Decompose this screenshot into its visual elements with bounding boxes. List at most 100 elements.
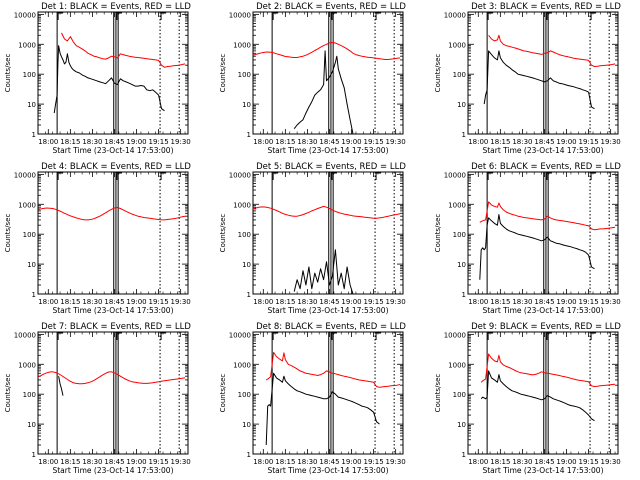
series-line-red (38, 371, 186, 385)
y-tick-label: 1 (247, 131, 251, 139)
panel-title: Det 3: BLACK = Events, RED = LLD (471, 2, 621, 12)
y-tick-label: 10000 (229, 11, 251, 19)
series-line-black (480, 370, 595, 422)
bracket-mark (116, 332, 122, 340)
series-line-red (479, 201, 616, 231)
x-tick-label: 18:00 (468, 138, 488, 146)
bracket-mark (272, 332, 279, 340)
x-tick-label: 19:15 (578, 458, 598, 466)
series-line-black (265, 372, 380, 446)
bracket-mark (590, 332, 597, 340)
y-tick-label: 10 (27, 101, 36, 109)
y-tick-label: 1 (247, 451, 251, 459)
x-tick-label: 18:30 (512, 458, 532, 466)
x-axis-label: Start Time (23-Oct-14 17:53:00) (482, 146, 603, 155)
series-line-red (61, 32, 186, 68)
x-tick-label: 18:00 (468, 458, 488, 466)
bracket-mark (57, 332, 64, 340)
plot-frame (467, 11, 619, 135)
x-tick-label: 18:15 (490, 458, 510, 466)
bracket-mark (590, 172, 597, 180)
y-tick-label: 10 (27, 421, 36, 429)
y-axis-label: Counts/sec (4, 374, 12, 413)
x-tick-label: 18:45 (104, 138, 124, 146)
bracket-mark (160, 332, 167, 340)
panel-det-8: Det 8: BLACK = Events, RED = LLD 1 10 100 10… (219, 322, 406, 475)
y-tick-label: 1000 (448, 361, 466, 369)
x-tick-label: 19:15 (363, 298, 383, 306)
y-tick-label: 1 (32, 291, 36, 299)
x-tick-label: 19:15 (578, 138, 598, 146)
plot-frame (37, 171, 189, 295)
bracket-mark (116, 12, 122, 20)
series-line-red (488, 34, 616, 67)
panel-title: Det 6: BLACK = Events, RED = LLD (471, 162, 621, 172)
x-tick-label: 19:00 (126, 138, 146, 146)
x-axis-label: Start Time (23-Oct-14 17:53:00) (267, 466, 388, 475)
panel-title: Det 8: BLACK = Events, RED = LLD (256, 322, 406, 332)
x-tick-label: 19:15 (148, 298, 168, 306)
y-tick-label: 10000 (444, 171, 466, 179)
x-tick-label: 18:30 (297, 458, 317, 466)
x-tick-label: 18:30 (82, 298, 102, 306)
x-tick-label: 19:30 (601, 138, 621, 146)
series-line-black (58, 376, 64, 396)
x-tick-label: 18:00 (38, 458, 58, 466)
x-tick-label: 18:30 (297, 138, 317, 146)
bracket-mark (546, 172, 552, 180)
panel-det-2: Det 2: BLACK = Events, RED = LLD 1 10 100 10… (219, 2, 406, 155)
panel-title: Det 7: BLACK = Events, RED = LLD (41, 322, 191, 332)
y-axis-label: Counts/sec (434, 54, 442, 93)
x-tick-label: 19:30 (171, 458, 191, 466)
bracket-mark (590, 12, 597, 20)
x-tick-label: 18:45 (104, 298, 124, 306)
bracket-mark (160, 172, 167, 180)
bracket-mark (546, 12, 552, 20)
y-tick-label: 10000 (14, 171, 36, 179)
y-tick-label: 10 (457, 421, 466, 429)
bracket-mark (375, 172, 382, 180)
y-axis-label: Counts/sec (219, 54, 227, 93)
y-tick-label: 10000 (229, 331, 251, 339)
y-tick-label: 100 (238, 391, 251, 399)
x-tick-label: 19:15 (578, 298, 598, 306)
y-tick-label: 10000 (14, 331, 36, 339)
plot-frame (467, 331, 619, 455)
x-tick-label: 18:00 (253, 458, 273, 466)
series-line-black (483, 50, 595, 110)
y-axis-label: Counts/sec (434, 374, 442, 413)
x-tick-label: 18:00 (253, 138, 273, 146)
y-tick-label: 10 (242, 261, 251, 269)
x-tick-label: 18:30 (512, 298, 532, 306)
x-tick-label: 18:30 (512, 138, 532, 146)
y-tick-label: 1000 (18, 201, 36, 209)
plot-frame (467, 171, 619, 295)
x-tick-label: 18:30 (82, 458, 102, 466)
y-tick-label: 10 (27, 261, 36, 269)
x-tick-label: 18:00 (468, 298, 488, 306)
y-tick-label: 100 (23, 71, 36, 79)
bracket-mark (57, 12, 64, 20)
x-tick-label: 19:00 (341, 458, 361, 466)
y-axis-label: Counts/sec (4, 214, 12, 253)
series-line-red (265, 351, 401, 388)
y-tick-label: 1000 (233, 41, 251, 49)
y-tick-label: 100 (23, 391, 36, 399)
x-tick-label: 18:15 (60, 138, 80, 146)
x-axis-label: Start Time (23-Oct-14 17:53:00) (52, 146, 173, 155)
panel-title: Det 1: BLACK = Events, RED = LLD (41, 2, 191, 12)
x-tick-label: 19:30 (386, 298, 406, 306)
bracket-mark (331, 12, 337, 20)
x-tick-label: 19:15 (363, 458, 383, 466)
bracket-mark (272, 12, 279, 20)
y-tick-label: 100 (23, 231, 36, 239)
panel-title: Det 9: BLACK = Events, RED = LLD (471, 322, 621, 332)
y-tick-label: 10000 (444, 11, 466, 19)
series-line-red (480, 353, 616, 387)
series-line-red (253, 42, 401, 60)
series-line-red (38, 207, 186, 221)
y-axis-label: Counts/sec (219, 374, 227, 413)
plot-frame (37, 331, 189, 455)
y-tick-label: 10000 (444, 331, 466, 339)
x-tick-label: 19:30 (601, 458, 621, 466)
